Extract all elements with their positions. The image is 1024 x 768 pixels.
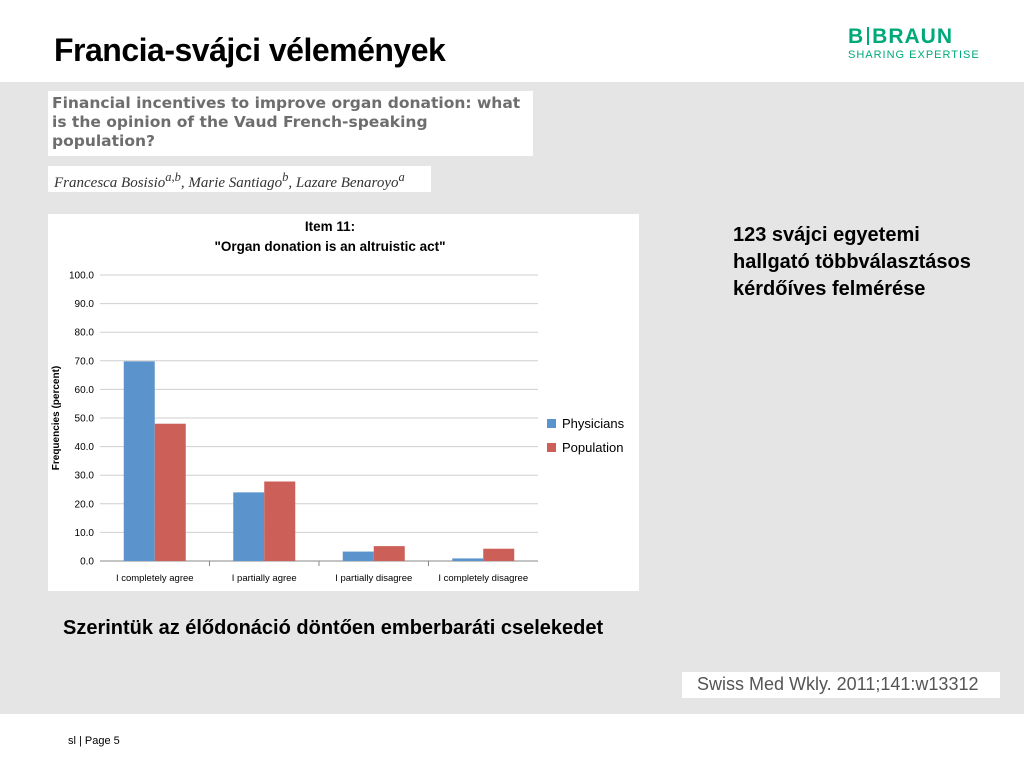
y-tick-label: 40.0	[75, 442, 95, 453]
author-affiliation: a,b	[165, 170, 181, 184]
legend-swatch	[547, 443, 556, 452]
bar-chart: Item 11: "Organ donation is an altruisti…	[48, 214, 639, 591]
bar-population	[483, 548, 515, 561]
bar-physicians	[123, 361, 155, 561]
y-tick-label: 50.0	[75, 414, 95, 425]
page-footer: sl | Page 5	[68, 735, 120, 747]
label-layer: 0.0 10.0 20.0 30.0 40.0 50.0 60.0 70.0 80.0 90.0 1…	[69, 271, 528, 585]
legend-swatch	[547, 419, 556, 428]
chart-subtitle: "Organ donation is an altruistic act"	[214, 239, 445, 254]
bar-population	[373, 546, 405, 561]
chart-legend: Physicians Population	[547, 416, 625, 455]
author-affiliation: b	[282, 170, 289, 184]
x-tick-label: I partially disagree	[335, 573, 412, 584]
author-name: Marie Santiago	[188, 175, 283, 191]
y-tick-label: 30.0	[75, 471, 95, 482]
slide-title: Francia-svájci vélemények	[54, 32, 446, 68]
y-tick-label: 0.0	[80, 557, 94, 568]
y-tick-label: 70.0	[75, 356, 95, 367]
bar-population	[264, 481, 296, 561]
logo-wordmark: B BRAUN	[848, 26, 993, 48]
legend-label: Population	[562, 440, 623, 455]
paper-authors: Francesca Bosisioa,b, Marie Santiagob, L…	[48, 166, 431, 192]
conclusion-text: Szerintük az élődonáció döntően emberbar…	[63, 617, 604, 639]
legend-label: Physicians	[562, 416, 625, 431]
y-tick-label: 60.0	[75, 385, 95, 396]
y-tick-label: 20.0	[75, 499, 95, 510]
author-affiliation: a	[398, 170, 405, 184]
x-tick-label: I completely agree	[116, 573, 194, 584]
bbraun-logo: B BRAUN SHARING EXPERTISE	[848, 26, 993, 66]
bar-population	[154, 423, 186, 561]
x-tick-label: I partially agree	[232, 573, 297, 584]
bar-physicians	[233, 492, 265, 561]
chart-title: Item 11:	[305, 219, 355, 234]
y-tick-label: 90.0	[75, 299, 95, 310]
survey-note: 123 svájci egyetemi hallgató többválaszt…	[733, 224, 971, 300]
logo-braun: BRAUN	[872, 25, 953, 48]
x-tick-label: I completely disagree	[438, 573, 528, 584]
y-axis-label: Frequencies (percent)	[51, 366, 62, 470]
paper-title: Financial incentives to improve organ do…	[48, 91, 533, 156]
citation: Swiss Med Wkly. 2011;141:w13312	[682, 672, 1000, 698]
bar-layer	[123, 361, 515, 561]
logo-divider	[867, 27, 870, 45]
author-name: Lazare Benaroyo	[295, 175, 399, 191]
y-tick-label: 100.0	[69, 271, 94, 282]
logo-tagline: SHARING EXPERTISE	[848, 49, 980, 61]
logo-b: B	[848, 25, 865, 48]
y-tick-label: 10.0	[75, 528, 95, 539]
author-separator: ,	[180, 175, 189, 191]
author-name: Francesca Bosisio	[54, 175, 166, 191]
bar-physicians	[452, 558, 484, 561]
bar-chart-svg: Item 11: "Organ donation is an altruisti…	[51, 219, 625, 585]
y-tick-label: 80.0	[75, 328, 95, 339]
bar-physicians	[342, 551, 374, 561]
author-separator: ,	[288, 175, 296, 191]
